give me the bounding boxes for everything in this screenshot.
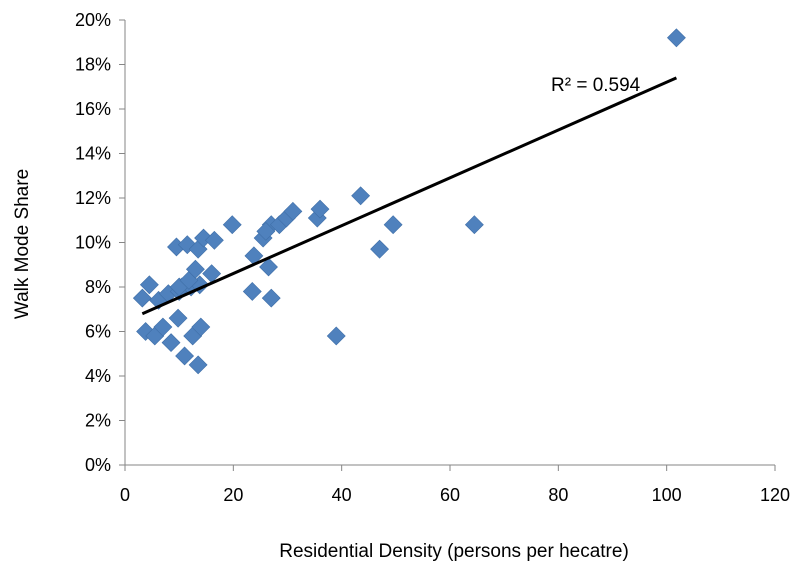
data-point <box>132 288 152 308</box>
data-point <box>188 355 208 375</box>
x-axis-title: Residential Density (persons per hecatre… <box>279 541 629 562</box>
data-point <box>175 346 195 366</box>
y-tick-label: 6% <box>85 322 111 342</box>
x-tick-label: 60 <box>440 485 460 505</box>
data-point <box>383 215 403 235</box>
y-tick-label: 14% <box>75 144 111 164</box>
data-point <box>168 308 188 328</box>
data-point <box>283 201 303 221</box>
data-point <box>204 230 224 250</box>
y-tick-label: 0% <box>85 455 111 475</box>
y-tick-label: 4% <box>85 366 111 386</box>
data-point <box>191 317 211 337</box>
r-squared-annotation: R² = 0.594 <box>551 75 641 96</box>
y-ticks-group: 0% 2% 4% 6% 8% 10% 12% 14% 16% 18% 20% <box>75 10 125 475</box>
y-tick-label: 2% <box>85 411 111 431</box>
data-point <box>464 215 484 235</box>
data-point <box>153 317 173 337</box>
data-point <box>256 221 276 241</box>
data-point <box>222 215 242 235</box>
x-tick-label: 100 <box>652 485 682 505</box>
x-tick-label: 0 <box>120 485 130 505</box>
data-point <box>666 28 686 48</box>
data-point <box>351 186 371 206</box>
x-tick-label: 120 <box>760 485 790 505</box>
x-tick-label: 40 <box>332 485 352 505</box>
data-point <box>261 288 281 308</box>
data-point <box>161 333 181 353</box>
y-tick-label: 10% <box>75 233 111 253</box>
x-ticks-group: 0 20 40 60 80 100 120 <box>120 465 790 505</box>
y-tick-label: 8% <box>85 277 111 297</box>
data-points-group <box>132 28 686 375</box>
y-tick-label: 20% <box>75 10 111 30</box>
data-point <box>310 199 330 219</box>
data-point <box>242 282 262 301</box>
x-tick-label: 20 <box>223 485 243 505</box>
x-tick-label: 80 <box>548 485 568 505</box>
y-tick-label: 18% <box>75 55 111 75</box>
y-tick-label: 16% <box>75 99 111 119</box>
axes-group <box>124 20 775 466</box>
y-tick-label: 12% <box>75 188 111 208</box>
y-axis-title: Walk Mode Share <box>12 169 33 319</box>
trendline <box>141 76 678 316</box>
data-point <box>185 259 205 279</box>
data-point <box>326 326 346 346</box>
data-point <box>259 257 278 277</box>
data-point <box>139 275 159 295</box>
data-point <box>370 239 390 259</box>
